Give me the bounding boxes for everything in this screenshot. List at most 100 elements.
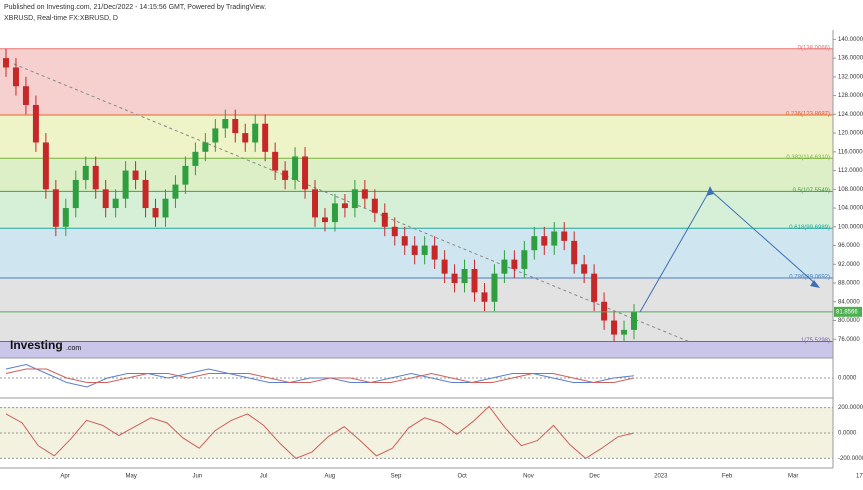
x-tick-label: Apr (60, 474, 69, 480)
candle-body (52, 189, 59, 227)
x-tick-label: Oct (458, 474, 468, 480)
arrow-head (706, 186, 714, 196)
y-tick-label: 92.0000 (838, 262, 860, 268)
candle-body (162, 198, 169, 218)
candle-body (42, 142, 49, 190)
fib-label: 0.382(114.6310) (786, 155, 830, 161)
candle-body (132, 170, 139, 180)
y-tick-label: 0.0000 (838, 431, 857, 437)
y-tick-label: 80.0000 (838, 318, 860, 324)
candle-body (441, 259, 448, 274)
y-tick-label: 112.0000 (838, 168, 863, 174)
y-tick-label: 136.0000 (838, 56, 863, 62)
candle-body (3, 58, 9, 68)
candle-body (222, 119, 229, 129)
y-tick-label: 0.0000 (838, 376, 857, 382)
arrow-head (810, 280, 820, 288)
fib-label: 0.618(99.6989) (789, 225, 830, 231)
y-tick-label: 200.0000 (838, 405, 863, 411)
candle-body (511, 259, 518, 269)
indicator-line (5, 363, 635, 388)
y-tick-label: 96.0000 (838, 243, 860, 249)
y-tick-label: 108.0000 (838, 187, 863, 193)
candle-body (391, 226, 398, 237)
candle-body (581, 264, 588, 274)
candle-body (421, 245, 428, 255)
candle-body (172, 184, 179, 199)
candle-body (152, 208, 159, 218)
indicator-line (5, 368, 635, 383)
candle-body (491, 273, 498, 302)
x-tick-label: Sep (391, 474, 402, 480)
fib-band (0, 114, 833, 159)
candle-body (92, 165, 99, 190)
y-tick-label: -200.0000 (838, 456, 863, 462)
candle-body (371, 198, 378, 213)
candle-body (551, 231, 558, 246)
y-tick-label: 120.0000 (838, 131, 863, 137)
fib-band (0, 341, 833, 358)
y-tick-label: 76.0000 (838, 337, 860, 343)
candle-body (112, 198, 119, 209)
candle-body (501, 259, 508, 274)
x-tick-label: Aug (324, 474, 335, 480)
x-tick-label: Feb (722, 474, 733, 480)
y-tick-label: 128.0000 (838, 93, 863, 99)
x-tick-label: Jun (193, 474, 203, 480)
fib-label: 0.786(89.0692) (789, 275, 830, 281)
candle-body (62, 208, 69, 227)
candle-body (561, 231, 568, 241)
candle-body (252, 123, 259, 143)
candle-body (212, 128, 219, 143)
candle-body (192, 151, 199, 166)
candle-body (72, 179, 79, 209)
fib-band (0, 48, 833, 115)
fib-band (0, 158, 833, 192)
x-tick-label: Dec (589, 474, 600, 480)
candle-body (102, 189, 109, 209)
symbol: XBRUSD, Real-time FX:XBRUSD, D (4, 15, 118, 22)
x-tick-label: May (126, 474, 137, 480)
y-tick-label: 100.0000 (838, 224, 863, 230)
candle-body (272, 151, 279, 171)
candle-body (631, 311, 637, 330)
candle-body (32, 104, 39, 143)
candle-body (262, 123, 269, 152)
fib-label: 0.5(107.5549) (793, 188, 830, 194)
candle-body (282, 170, 289, 180)
candle-body (351, 189, 358, 209)
y-tick-label: 88.0000 (838, 281, 860, 287)
candle-body (242, 133, 249, 143)
y-tick-label: 124.0000 (838, 112, 863, 118)
candle-body (571, 240, 578, 265)
candle-body (601, 301, 608, 321)
candle-body (142, 179, 149, 209)
candle-body (321, 217, 328, 223)
candle-body (302, 156, 309, 190)
x-tick-label: Jul (260, 474, 268, 480)
candle-body (461, 268, 468, 284)
candle-body (401, 236, 408, 246)
candle-body (431, 245, 438, 260)
last-price-box (834, 306, 862, 317)
y-tick-label: 140.0000 (838, 37, 863, 43)
candle-body (182, 165, 189, 185)
indicator-line (5, 405, 635, 460)
fib-band (0, 278, 833, 342)
fib-label: 1(75.5298) (801, 338, 830, 344)
candle-body (312, 189, 319, 218)
candle-body (22, 86, 29, 105)
x-tick-label: Nov (523, 474, 534, 480)
logo-suffix: .com (66, 345, 81, 352)
candle-body (611, 320, 618, 335)
candle-body (122, 170, 129, 199)
fib-band (0, 191, 833, 229)
candle-body (331, 203, 338, 223)
candle-body (541, 236, 548, 246)
trend-line (13, 63, 691, 343)
candle-body (202, 142, 209, 152)
y-tick-label: 132.0000 (838, 74, 863, 80)
y-tick-label: 104.0000 (838, 206, 863, 212)
candle-body (521, 250, 528, 269)
